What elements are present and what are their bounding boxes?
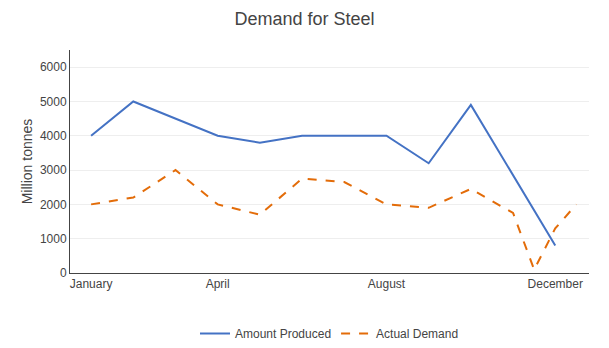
svg-text:December: December bbox=[528, 277, 583, 291]
svg-text:April: April bbox=[206, 277, 230, 291]
svg-text:August: August bbox=[368, 277, 406, 291]
svg-text:2000: 2000 bbox=[40, 198, 67, 212]
svg-text:January: January bbox=[70, 277, 113, 291]
svg-text:0: 0 bbox=[60, 266, 67, 280]
svg-text:Amount Produced: Amount Produced bbox=[235, 327, 331, 341]
svg-text:Actual Demand: Actual Demand bbox=[376, 327, 458, 341]
svg-text:4000: 4000 bbox=[40, 129, 67, 143]
svg-text:Demand for Steel: Demand for Steel bbox=[234, 9, 374, 29]
svg-text:3000: 3000 bbox=[40, 163, 67, 177]
svg-text:5000: 5000 bbox=[40, 95, 67, 109]
svg-text:1000: 1000 bbox=[40, 232, 67, 246]
svg-text:Million tonnes: Million tonnes bbox=[19, 119, 35, 205]
svg-text:6000: 6000 bbox=[40, 60, 67, 74]
